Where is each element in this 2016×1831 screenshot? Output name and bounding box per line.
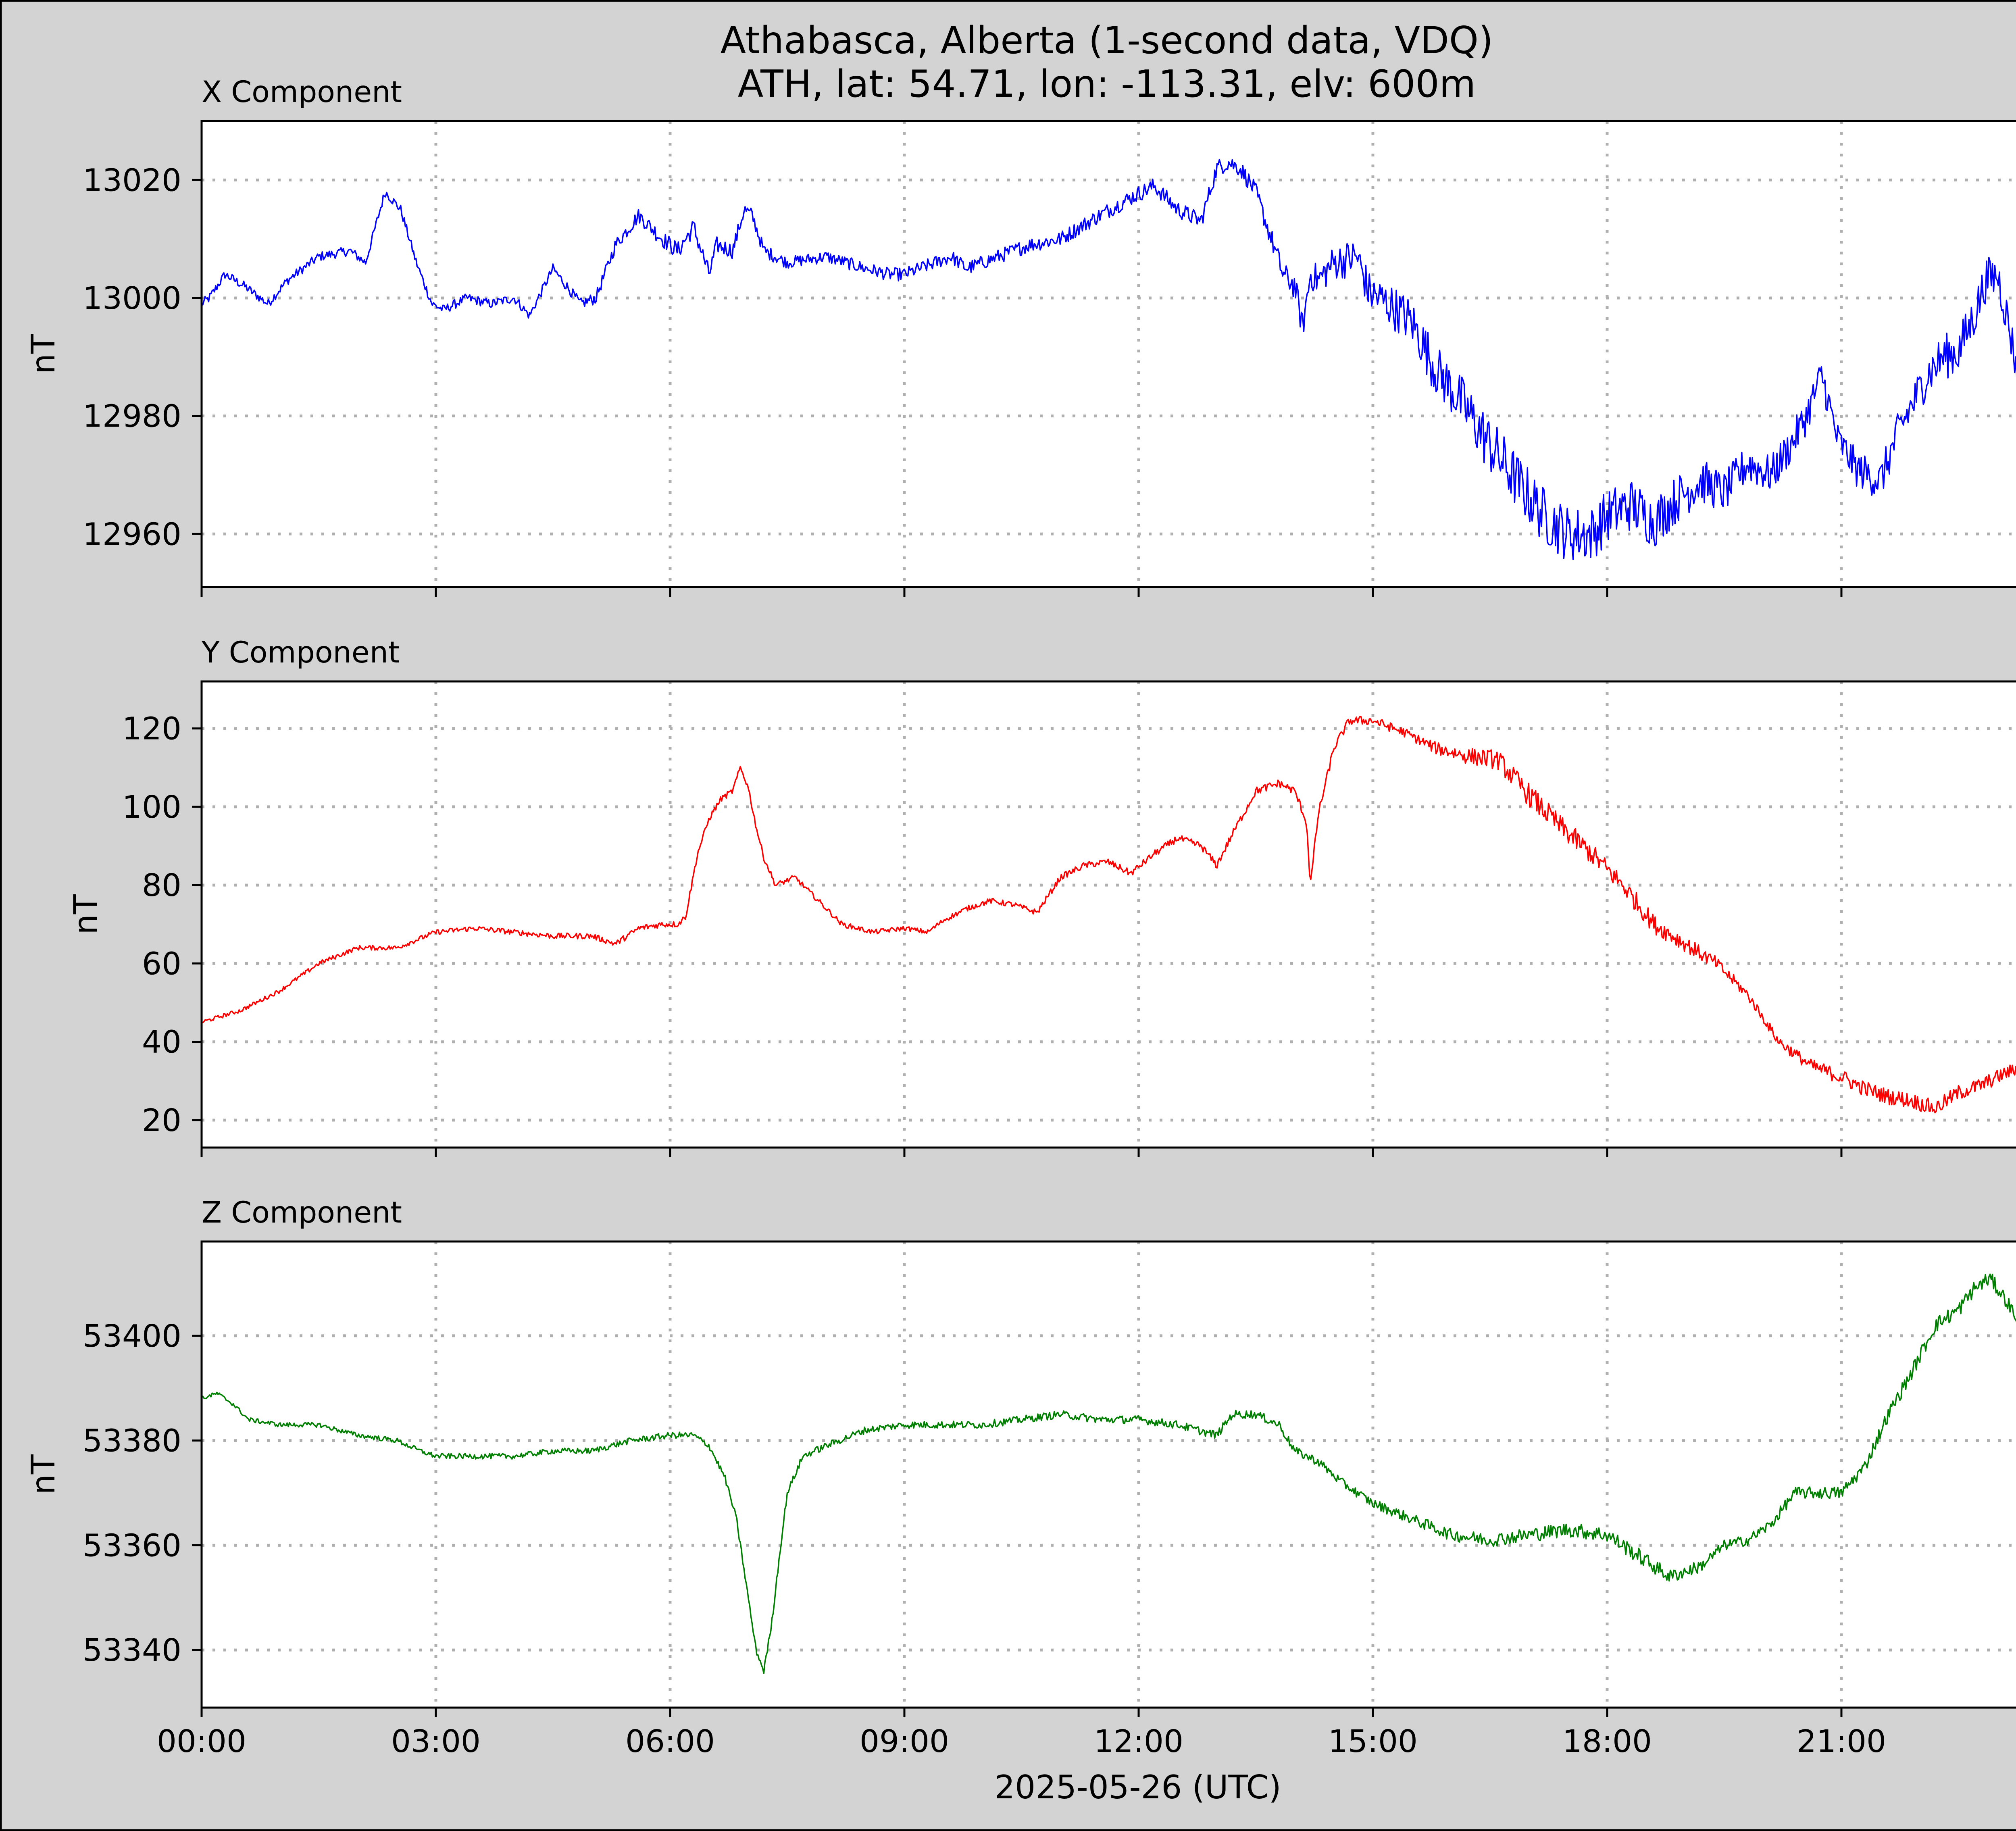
- y-tick-label: 120: [122, 711, 181, 747]
- x-tick-label: 09:00: [860, 1724, 949, 1760]
- panel-title-z: Z Component: [202, 1196, 402, 1230]
- plot-area-z: [202, 1241, 2016, 1708]
- series-line-z: [201, 1273, 2016, 1674]
- y-tick-label: 80: [142, 868, 181, 904]
- x-tick-label: 12:00: [1094, 1724, 1183, 1760]
- panel-y: 20 40 60 80 100 120 Y Component nT: [67, 635, 2016, 1157]
- y-tick-label: 60: [142, 946, 181, 982]
- x-tick-label: 00:00: [157, 1724, 246, 1760]
- y-tick-label: 100: [122, 789, 181, 825]
- panel-title-x: X Component: [202, 75, 402, 109]
- y-tick-label: 53340: [83, 1633, 181, 1669]
- x-axis-label: 2025-05-26 (UTC): [994, 1769, 1281, 1806]
- figure-subtitle: ATH, lat: 54.71, lon: -113.31, elv: 600m: [738, 62, 1476, 106]
- y-tick-label: 53400: [83, 1319, 181, 1354]
- y-tick-label: 53360: [83, 1528, 181, 1564]
- y-axis-label-z: nT: [25, 1454, 62, 1495]
- y-tick-label: 12960: [83, 517, 181, 552]
- x-tick-label: 15:00: [1328, 1724, 1418, 1760]
- figure-title: Athabasca, Alberta (1-second data, VDQ): [721, 19, 1493, 62]
- plot-area-y: [202, 681, 2016, 1148]
- panel-title-y: Y Component: [201, 635, 400, 670]
- x-tick-label: 06:00: [625, 1724, 715, 1760]
- y-axis-label-y: nT: [67, 894, 104, 935]
- panels: 12960 12980 13000 13020 X Component nT 20 40 60 8…: [25, 75, 2016, 1760]
- x-tick-label: 03:00: [391, 1724, 481, 1760]
- y-tick-label: 13020: [83, 162, 181, 198]
- series-line-y: [201, 716, 2016, 1114]
- series-line-x: [201, 159, 2016, 560]
- x-tick-label: 21:00: [1797, 1724, 1886, 1760]
- y-tick-label: 53380: [83, 1423, 181, 1459]
- y-tick-label: 20: [142, 1103, 181, 1139]
- y-tick-label: 12980: [83, 399, 181, 435]
- plot-area-x: [202, 121, 2016, 587]
- x-tick-label: 18:00: [1562, 1724, 1652, 1760]
- y-tick-label: 40: [142, 1025, 181, 1060]
- y-tick-label: 13000: [83, 281, 181, 317]
- panel-x: 12960 12980 13000 13020 X Component nT: [25, 75, 2016, 597]
- panel-z: 53340 53360 53380 53400 00:00 03:00 06:00 09:00…: [25, 1196, 2016, 1760]
- y-axis-label-x: nT: [25, 333, 62, 374]
